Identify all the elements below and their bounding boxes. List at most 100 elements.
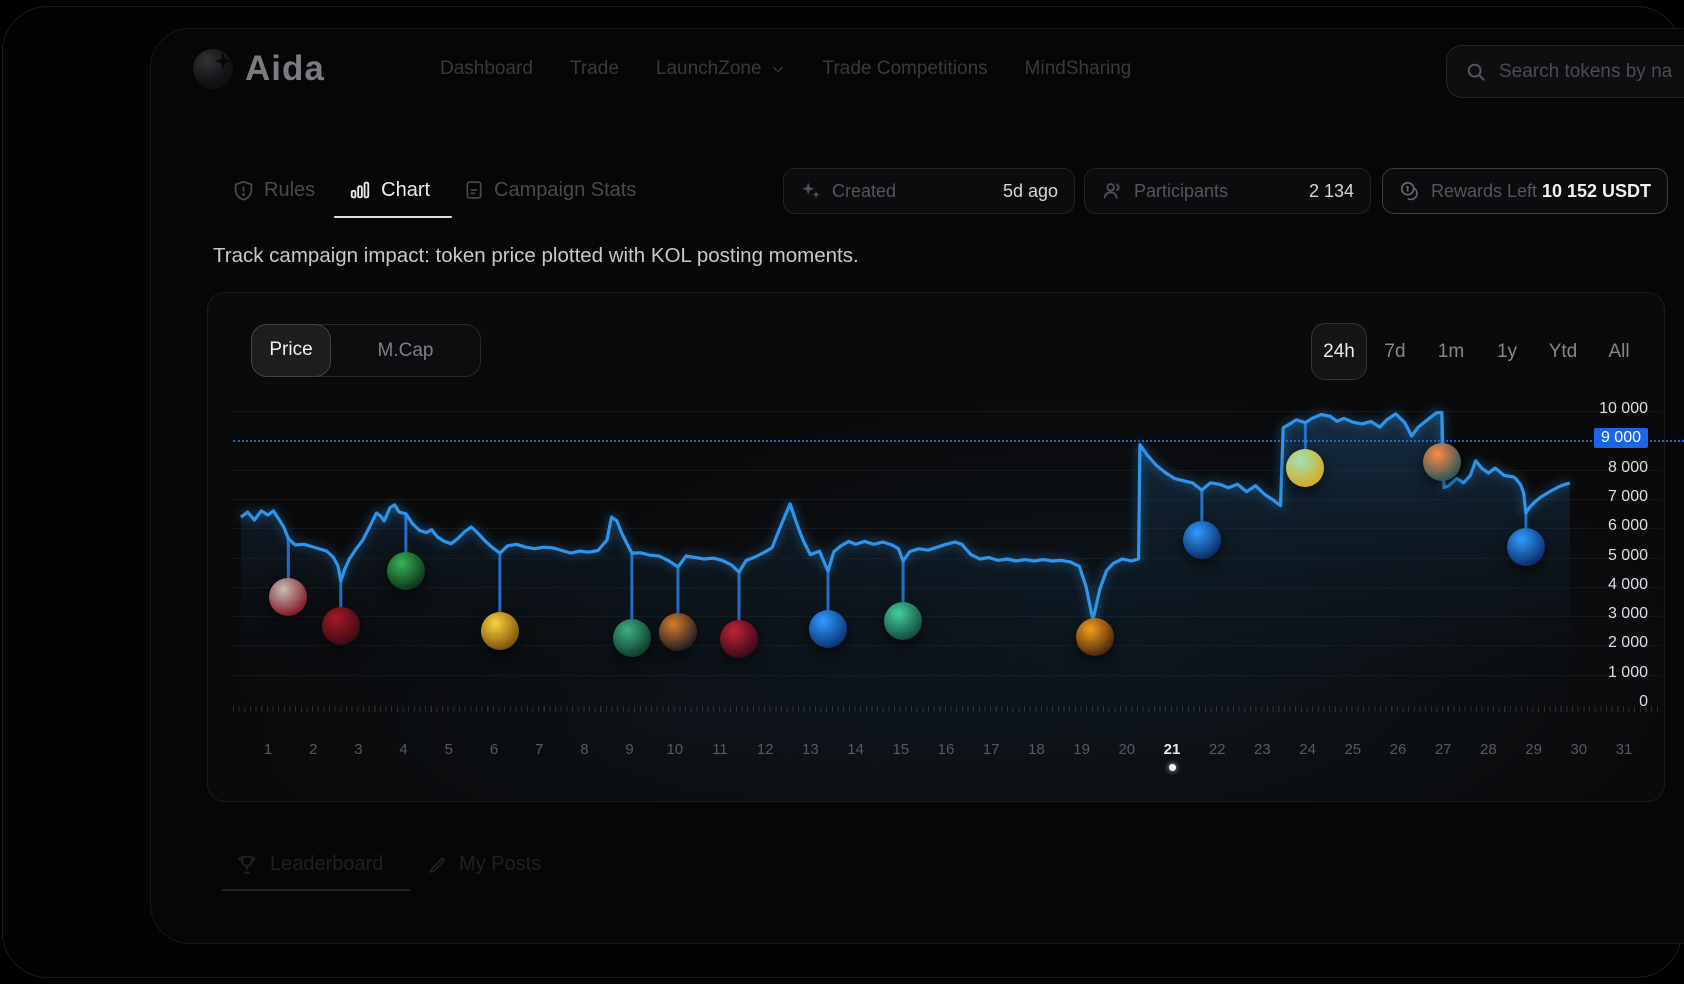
chip-rewards-left-label: Rewards Left <box>1431 180 1538 201</box>
x-tick-10: 10 <box>666 741 684 758</box>
x-tick-19: 19 <box>1073 741 1090 758</box>
gridline-4000 <box>233 586 1662 588</box>
tab-chart-label: Chart <box>381 178 431 201</box>
x-tick-11: 11 <box>712 741 728 758</box>
footer-tab-leaderboard[interactable]: Leaderboard <box>236 853 383 876</box>
x-tick-18: 18 <box>1028 741 1045 758</box>
chevron-down-icon <box>770 61 786 77</box>
x-tick-27: 27 <box>1434 741 1452 758</box>
tab-chart[interactable]: Chart <box>349 179 430 202</box>
logo[interactable]: Aida <box>193 49 325 89</box>
y-tick-9000: 9 000 <box>1560 428 1648 449</box>
y-tick-3000: 3 000 <box>1607 605 1648 623</box>
logo-text: Aida <box>245 49 325 88</box>
gridline-7000 <box>233 498 1662 500</box>
kol-avatar-11[interactable] <box>1182 520 1221 559</box>
gridline-3000 <box>233 616 1662 618</box>
posts-icon <box>427 855 447 875</box>
x-tick-15: 15 <box>892 741 910 758</box>
kol-avatar-13[interactable] <box>1422 442 1461 481</box>
kol-avatar-12[interactable] <box>1286 448 1325 487</box>
gridline-6000 <box>233 528 1662 530</box>
campaign-description: Track campaign impact: token price plott… <box>213 244 859 267</box>
x-tick-2: 2 <box>309 741 318 758</box>
range-button-ytd[interactable]: Ytd <box>1548 340 1578 362</box>
search-input[interactable] <box>1497 59 1681 84</box>
kol-avatar-7[interactable] <box>719 619 758 658</box>
x-tick-8: 8 <box>580 741 589 758</box>
chip-rewards-left-value: 10 152 USDT <box>1541 180 1651 201</box>
y-tick-0: 0 <box>1639 693 1648 710</box>
x-tick-3: 3 <box>354 741 363 758</box>
chip-created-label: Created <box>832 180 897 201</box>
range-button-1m[interactable]: 1m <box>1437 340 1465 362</box>
range-button-all[interactable]: All <box>1608 340 1630 362</box>
shield-alert-icon <box>233 179 254 202</box>
sparkles-icon <box>800 180 822 202</box>
x-tick-1: 1 <box>263 741 273 758</box>
range-button-7d[interactable]: 7d <box>1384 340 1406 362</box>
selected-day-dot <box>1168 764 1176 771</box>
logo-orb-icon <box>193 49 233 89</box>
x-tick-29: 29 <box>1525 741 1542 758</box>
range-button-24h[interactable]: 24h <box>1311 323 1367 380</box>
kol-avatar-1[interactable] <box>269 578 308 617</box>
kol-avatar-6[interactable] <box>658 612 697 651</box>
x-axis-ruler <box>233 706 1662 712</box>
x-tick-30: 30 <box>1570 741 1588 758</box>
kol-avatar-8[interactable] <box>809 609 848 648</box>
kol-avatar-9[interactable] <box>884 602 923 641</box>
chip-created-value: 5d ago <box>1002 180 1058 201</box>
nav-item-trade[interactable]: Trade <box>569 58 619 79</box>
mcap-toggle-button[interactable]: M.Cap <box>377 339 434 361</box>
trophy-icon <box>236 854 258 876</box>
x-tick-12: 12 <box>756 741 774 758</box>
search-icon <box>1465 61 1487 83</box>
main-nav: Dashboard Trade LaunchZone Trade Competitio… <box>440 58 1131 80</box>
range-button-1y[interactable]: 1y <box>1496 340 1518 362</box>
y-tick-10000: 10 000 <box>1599 400 1648 417</box>
chip-rewards-left: Rewards Left 10 152 USDT <box>1382 168 1668 214</box>
tab-bar: Rules Chart Campaign Stats <box>233 164 636 216</box>
price-toggle-button[interactable]: Price <box>251 323 331 377</box>
kol-avatar-10[interactable] <box>1076 617 1115 656</box>
footer-tab-my-posts[interactable]: My Posts <box>427 853 541 876</box>
x-tick-23: 23 <box>1254 741 1271 758</box>
x-tick-24: 24 <box>1299 741 1316 758</box>
chip-created: Created 5d ago <box>783 168 1075 214</box>
gridline-10000 <box>233 411 1662 412</box>
y-tick-8000: 8 000 <box>1607 458 1648 476</box>
x-tick-4: 4 <box>399 741 408 758</box>
kol-avatar-5[interactable] <box>612 619 651 658</box>
kol-avatar-14[interactable] <box>1506 527 1545 566</box>
x-tick-22: 22 <box>1208 741 1226 758</box>
gridline-1000 <box>233 674 1662 676</box>
tab-campaign-stats[interactable]: Campaign Stats <box>464 179 636 202</box>
y-tick-5000: 5 000 <box>1607 546 1648 564</box>
kol-avatar-4[interactable] <box>480 612 519 651</box>
tab-rules-label: Rules <box>264 178 316 201</box>
nav-item-dashboard[interactable]: Dashboard <box>440 58 533 79</box>
kol-avatar-3[interactable] <box>386 551 425 590</box>
chip-participants-value: 2 134 <box>1308 180 1354 201</box>
x-tick-25: 25 <box>1344 741 1362 758</box>
tab-rules[interactable]: Rules <box>233 179 315 202</box>
nav-item-mindsharing[interactable]: MindSharing <box>1024 58 1132 79</box>
x-tick-7: 7 <box>535 741 544 758</box>
search-box[interactable] <box>1446 45 1684 98</box>
nav-item-launchzone[interactable]: LaunchZone <box>656 58 786 80</box>
x-tick-5: 5 <box>444 741 453 758</box>
y-tick-7000: 7 000 <box>1607 487 1648 505</box>
x-tick-13: 13 <box>802 741 819 758</box>
nav-item-trade-competitions[interactable]: Trade Competitions <box>822 58 988 79</box>
chip-participants: Participants 2 134 <box>1084 168 1371 214</box>
x-tick-17: 17 <box>982 741 1000 758</box>
document-icon <box>464 179 484 201</box>
metric-toggle: Price M.Cap <box>251 323 481 377</box>
x-tick-6: 6 <box>489 741 499 758</box>
gridline-5000 <box>233 557 1662 559</box>
kol-avatar-2[interactable] <box>321 607 360 646</box>
x-tick-31: 31 <box>1615 741 1633 758</box>
x-tick-16: 16 <box>937 741 955 758</box>
coins-icon <box>1399 180 1421 202</box>
